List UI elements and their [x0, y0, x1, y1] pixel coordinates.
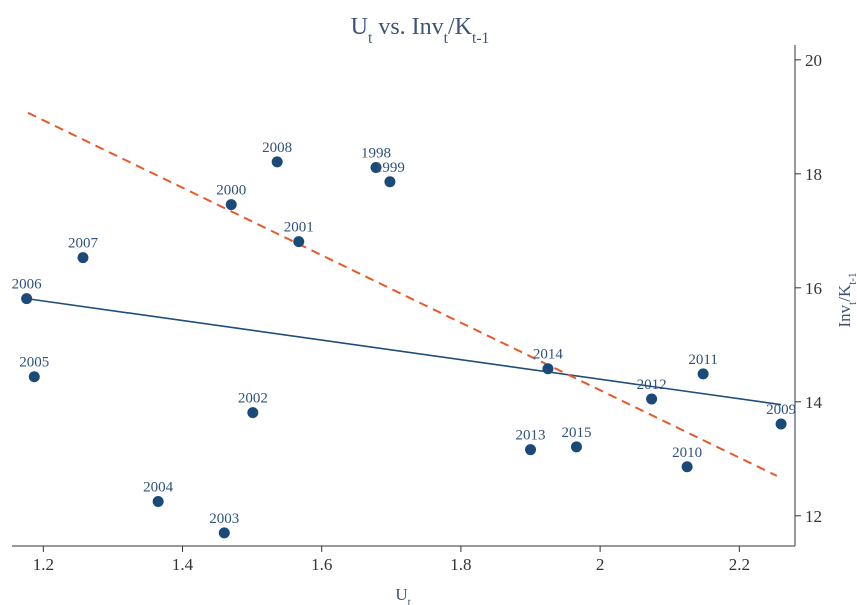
- text-segment: t-1: [847, 272, 857, 284]
- x-tick-label: 1.6: [311, 555, 332, 574]
- point-label: 1998: [361, 146, 391, 162]
- point-label: 2009: [766, 402, 796, 418]
- point-label: 2013: [516, 428, 546, 444]
- x-tick-label: 2.2: [729, 555, 750, 574]
- point: [525, 444, 537, 456]
- point: [681, 461, 693, 473]
- text-segment: t-1: [472, 30, 489, 47]
- y-axis-label: Invt/Kt-1: [835, 272, 857, 327]
- y-tick-label: 18: [805, 165, 822, 184]
- point: [21, 293, 33, 305]
- text-segment: /K: [835, 284, 854, 302]
- point: [271, 156, 283, 168]
- y-tick-label: 20: [805, 51, 822, 70]
- point: [218, 527, 230, 539]
- text-segment: t: [444, 30, 449, 47]
- text-segment: /K: [448, 14, 473, 40]
- y-tick-label: 14: [805, 393, 823, 412]
- fit-line: [27, 111, 778, 477]
- point-label: 2015: [561, 425, 591, 441]
- text-segment: U: [351, 14, 368, 40]
- x-tick-label: 1.8: [450, 555, 471, 574]
- point-label: 2012: [637, 377, 667, 393]
- point: [775, 418, 787, 430]
- point: [77, 252, 89, 264]
- text-segment: Inv: [835, 304, 854, 327]
- chart-title: Ut vs. Invt/Kt-1: [351, 14, 490, 47]
- y-tick-label: 12: [805, 507, 822, 526]
- x-tick-label: 1.4: [172, 555, 194, 574]
- x-tick-label: 2: [596, 555, 605, 574]
- point: [697, 368, 709, 380]
- point-label: 2010: [672, 445, 702, 461]
- fit-line: [26, 297, 782, 406]
- point: [384, 176, 396, 188]
- x-tick-label: 1.2: [33, 555, 54, 574]
- point: [225, 199, 237, 211]
- point: [28, 371, 40, 383]
- point: [570, 441, 582, 453]
- point-label: 2004: [143, 480, 174, 496]
- y-tick-label: 16: [805, 279, 822, 298]
- point: [152, 496, 164, 508]
- point-label: 2006: [12, 277, 43, 293]
- point-label: 2002: [238, 391, 268, 407]
- point-label: 1999: [375, 160, 405, 176]
- point-label: 2001: [284, 220, 314, 236]
- text-segment: U: [395, 585, 407, 604]
- text-segment: t: [847, 302, 857, 305]
- point: [293, 236, 305, 248]
- text-segment: t: [368, 30, 373, 47]
- text-segment: vs. Inv: [372, 14, 443, 40]
- point-label: 2005: [19, 355, 49, 371]
- point-label: 2008: [262, 140, 292, 156]
- point-label: 2000: [216, 183, 246, 199]
- point-label: 2014: [533, 347, 564, 363]
- point-label: 2011: [688, 352, 717, 368]
- point: [646, 393, 658, 405]
- text-segment: t: [408, 597, 411, 605]
- point: [370, 162, 382, 174]
- x-axis-label: Ut: [395, 585, 410, 605]
- point: [542, 363, 554, 375]
- point-label: 2003: [209, 511, 239, 527]
- point-label: 2007: [68, 236, 99, 252]
- point: [247, 407, 259, 419]
